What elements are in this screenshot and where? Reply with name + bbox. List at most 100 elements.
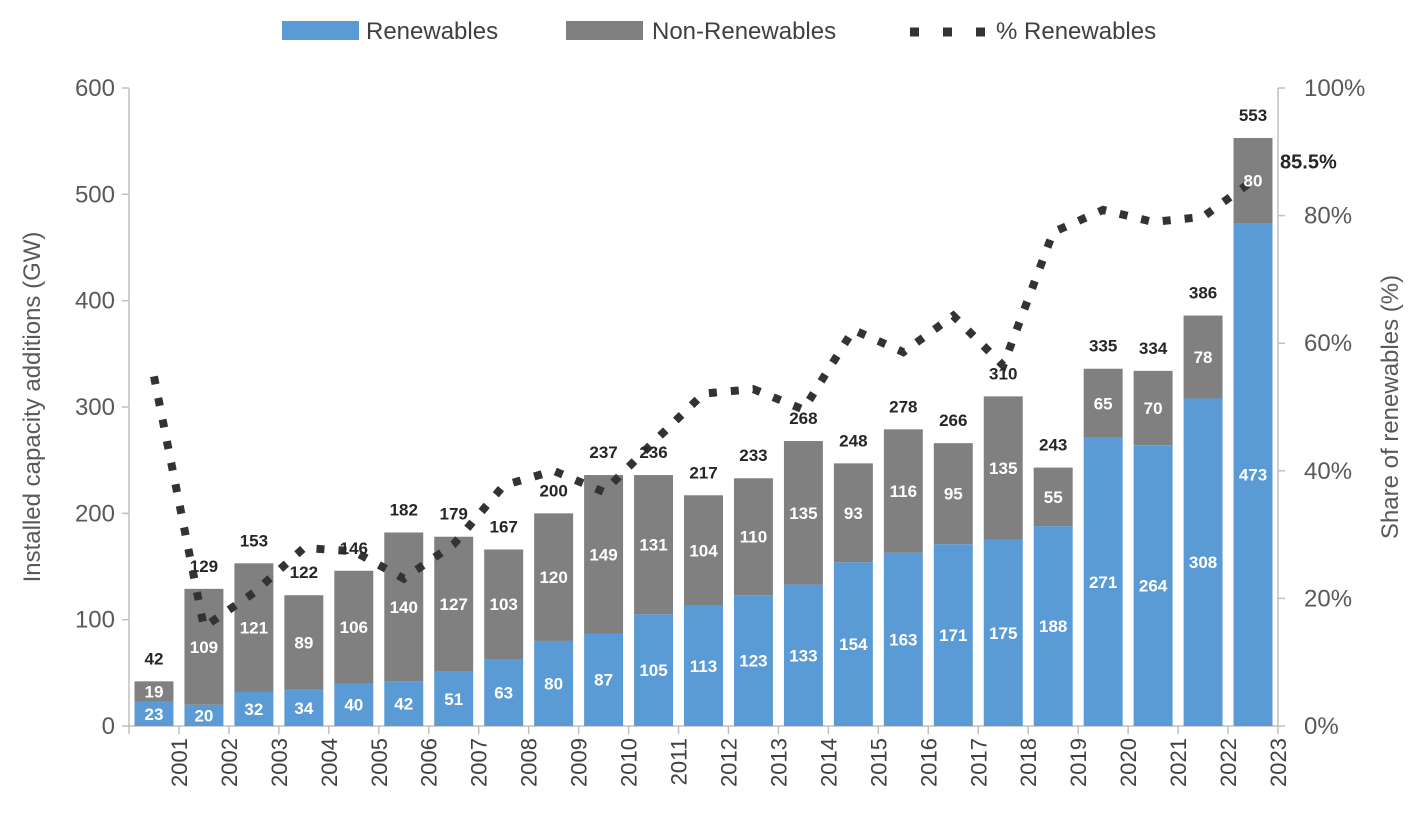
x-tick-label: 2010	[617, 738, 642, 787]
bar-non-renewables	[833, 463, 873, 563]
bar-renewables	[733, 595, 773, 726]
x-tick-label: 2023	[1266, 738, 1291, 787]
total-value-label: 42	[145, 649, 164, 668]
x-tick-label: 2019	[1066, 738, 1091, 787]
non-renewables-value-label: 78	[1194, 348, 1213, 367]
x-tick-label: 2007	[467, 738, 492, 787]
bar-renewables	[1033, 526, 1073, 726]
renewables-value-label: 133	[789, 646, 817, 665]
non-renewables-value-label: 104	[689, 542, 718, 561]
bar-non-renewables	[733, 478, 773, 596]
non-renewables-value-label: 140	[390, 598, 418, 617]
bar-renewables	[1133, 445, 1173, 726]
total-value-label: 310	[989, 364, 1017, 383]
renewables-value-label: 123	[739, 652, 767, 671]
renewables-value-label: 271	[1089, 573, 1117, 592]
bar-renewables	[833, 562, 873, 726]
non-renewables-value-label: 70	[1144, 399, 1163, 418]
bar-non-renewables	[634, 475, 674, 615]
y-tick-label: 100	[75, 607, 115, 634]
x-tick-label: 2008	[517, 738, 542, 787]
bar-non-renewables	[883, 429, 923, 553]
total-value-label: 167	[489, 517, 517, 536]
total-value-label: 153	[240, 531, 268, 550]
renewables-value-label: 87	[594, 671, 613, 690]
renewables-value-label: 113	[690, 657, 717, 676]
non-renewables-value-label: 103	[489, 595, 517, 614]
bar-renewables	[684, 605, 723, 726]
non-renewables-value-label: 120	[539, 568, 567, 587]
renewables-value-label: 32	[244, 700, 263, 719]
total-value-label: 266	[939, 411, 967, 430]
renewables-value-label: 264	[1139, 577, 1168, 596]
x-tick-label: 2005	[367, 738, 392, 787]
y-tick-label: 0	[102, 713, 115, 740]
non-renewables-value-label: 135	[989, 459, 1017, 478]
pct-renewables-end-label: 85.5%	[1280, 152, 1337, 174]
bar-renewables	[334, 683, 374, 726]
renewables-value-label: 63	[494, 684, 513, 703]
x-tick-label: 2014	[816, 738, 841, 787]
renewables-value-label: 188	[1039, 617, 1067, 636]
total-value-label: 237	[589, 443, 617, 462]
non-renewables-value-label: 89	[294, 634, 313, 653]
total-value-label: 334	[1139, 339, 1168, 358]
renewables-value-label: 34	[294, 699, 313, 718]
y-tick-label: 600	[75, 75, 115, 102]
bar-non-renewables	[284, 595, 324, 690]
total-value-label: 179	[440, 505, 468, 524]
bar-renewables	[284, 689, 324, 726]
y-tick-label: 400	[75, 288, 115, 315]
total-value-label: 233	[739, 446, 767, 465]
total-value-label: 386	[1189, 284, 1217, 303]
bar-non-renewables	[983, 396, 1023, 540]
non-renewables-value-label: 127	[440, 595, 468, 614]
legend-swatch-renewables	[282, 21, 359, 40]
renewables-value-label: 308	[1189, 553, 1217, 572]
legend-label-renewables: Renewables	[366, 18, 498, 45]
bar-renewables	[484, 659, 524, 726]
renewables-value-label: 473	[1239, 466, 1267, 485]
non-renewables-value-label: 65	[1094, 394, 1113, 413]
total-value-label: 182	[390, 500, 418, 519]
total-value-label: 236	[639, 443, 667, 462]
non-renewables-value-label: 106	[340, 618, 368, 637]
non-renewables-value-label: 80	[1244, 172, 1263, 191]
bar-renewables	[584, 633, 624, 726]
non-renewables-value-label: 19	[145, 682, 164, 701]
non-renewables-value-label: 121	[240, 619, 268, 638]
renewables-value-label: 51	[444, 690, 463, 709]
renewables-value-label: 20	[194, 706, 213, 725]
total-value-label: 248	[839, 431, 867, 450]
bar-renewables	[634, 614, 674, 726]
non-renewables-value-label: 55	[1044, 488, 1063, 507]
x-tick-label: 2002	[217, 738, 242, 787]
total-value-label: 200	[539, 481, 567, 500]
bar-renewables	[234, 691, 274, 726]
bar-renewables	[983, 539, 1023, 726]
bar-non-renewables	[1183, 315, 1223, 399]
legend-label-pct-renewables: % Renewables	[996, 18, 1156, 45]
axes: 0 100 200 300 400 500 600 0% 20% 40% 60% 80% 100% 200…	[75, 75, 1365, 787]
total-value-label: 129	[190, 557, 218, 576]
bar-renewables	[434, 671, 474, 726]
bar-non-renewables	[684, 495, 723, 606]
total-value-label: 553	[1239, 106, 1267, 125]
total-value-label: 278	[889, 397, 917, 416]
bar-non-renewables	[334, 570, 374, 684]
renewables-value-label: 171	[939, 626, 967, 645]
y2-tick-label: 0%	[1304, 713, 1339, 740]
total-value-label: 146	[340, 539, 368, 558]
renewables-value-label: 105	[639, 661, 667, 680]
bar-non-renewables	[933, 443, 973, 545]
x-tick-label: 2013	[766, 738, 791, 787]
renewables-value-label: 175	[989, 624, 1017, 643]
bar-non-renewables	[1033, 467, 1073, 527]
bar-non-renewables	[1133, 370, 1173, 446]
total-value-label: 335	[1089, 337, 1117, 356]
y2-tick-label: 80%	[1304, 203, 1352, 230]
x-tick-label: 2006	[417, 738, 442, 787]
y2-tick-label: 40%	[1304, 458, 1352, 485]
x-tick-label: 2022	[1216, 738, 1241, 787]
